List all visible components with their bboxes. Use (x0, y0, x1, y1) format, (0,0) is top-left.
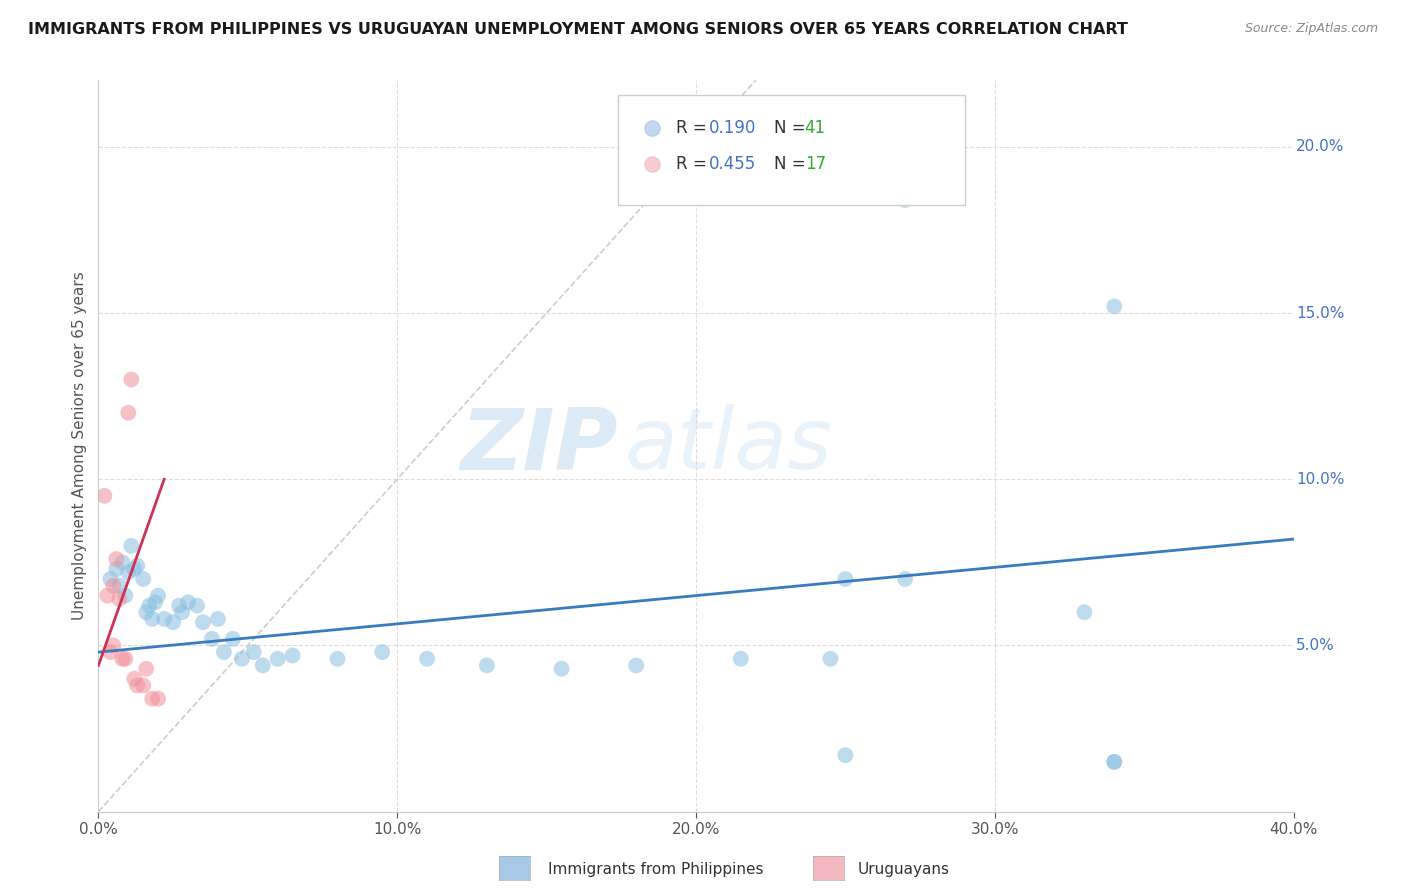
Point (475, 658, 498, 673)
Point (127, 558, 149, 573)
Text: 10.0%: 10.0% (1296, 472, 1344, 487)
Text: Immigrants from Philippines: Immigrants from Philippines (548, 863, 763, 877)
Point (201, 632, 224, 646)
Point (416, 652, 439, 666)
Point (105, 562, 128, 576)
Point (162, 615, 184, 630)
Text: 0.190: 0.190 (709, 119, 756, 136)
Point (103, 639, 125, 653)
Point (834, 572, 856, 586)
Point (820, 652, 842, 666)
Point (117, 406, 139, 420)
Point (1073, 605, 1095, 619)
Text: 15.0%: 15.0% (1296, 306, 1344, 320)
Point (132, 678, 155, 692)
Text: Source: ZipAtlas.com: Source: ZipAtlas.com (1244, 22, 1378, 36)
Point (96, 589, 118, 603)
Point (207, 612, 229, 626)
Point (124, 672, 146, 686)
Point (267, 652, 290, 666)
Point (172, 605, 194, 619)
Point (252, 658, 274, 673)
Point (120, 539, 142, 553)
Text: IMMIGRANTS FROM PHILIPPINES VS URUGUAYAN UNEMPLOYMENT AMONG SENIORS OVER 65 YEAR: IMMIGRANTS FROM PHILIPPINES VS URUGUAYAN… (28, 22, 1128, 37)
Text: 17: 17 (804, 155, 825, 173)
Point (120, 372, 142, 386)
Point (135, 662, 157, 676)
Point (114, 652, 136, 666)
Text: ZIP: ZIP (461, 404, 619, 488)
Text: atlas: atlas (624, 404, 832, 488)
Point (222, 632, 245, 646)
Point (98, 645, 122, 659)
Point (124, 562, 146, 576)
Point (98, 572, 122, 586)
Point (177, 595, 200, 609)
Point (730, 652, 752, 666)
Point (894, 193, 917, 207)
Point (191, 615, 214, 630)
Point (141, 612, 163, 626)
Text: R =: R = (676, 155, 711, 173)
Point (127, 678, 149, 692)
Point (93, 489, 115, 503)
Point (326, 652, 349, 666)
Point (1104, 299, 1126, 313)
Text: N =: N = (773, 119, 810, 136)
Point (132, 572, 155, 586)
Text: R =: R = (676, 119, 711, 136)
Point (834, 748, 856, 763)
Point (108, 579, 131, 593)
Point (894, 572, 917, 586)
Point (1104, 755, 1126, 769)
Text: Uruguayans: Uruguayans (858, 863, 949, 877)
Y-axis label: Unemployment Among Seniors over 65 years: Unemployment Among Seniors over 65 years (72, 272, 87, 620)
Point (148, 691, 170, 706)
Point (103, 579, 125, 593)
Point (114, 589, 136, 603)
Point (108, 591, 131, 606)
Point (624, 658, 647, 673)
Text: 5.0%: 5.0% (1296, 638, 1334, 653)
Text: 20.0%: 20.0% (1296, 139, 1344, 154)
Point (231, 652, 253, 666)
Point (371, 645, 394, 659)
Point (212, 645, 235, 659)
Point (105, 552, 128, 566)
Text: 41: 41 (804, 119, 825, 136)
Text: 0.455: 0.455 (709, 155, 756, 173)
Point (167, 599, 190, 613)
Point (141, 691, 163, 706)
Point (135, 605, 157, 619)
Point (281, 648, 304, 663)
Point (117, 566, 139, 580)
Point (153, 612, 176, 626)
Point (186, 599, 208, 613)
FancyBboxPatch shape (619, 95, 965, 204)
Point (143, 595, 166, 609)
Point (550, 662, 572, 676)
Point (1104, 755, 1126, 769)
Point (138, 599, 160, 613)
Point (111, 555, 134, 569)
Text: N =: N = (773, 155, 810, 173)
Point (111, 652, 134, 666)
Point (243, 645, 266, 659)
Point (148, 589, 170, 603)
